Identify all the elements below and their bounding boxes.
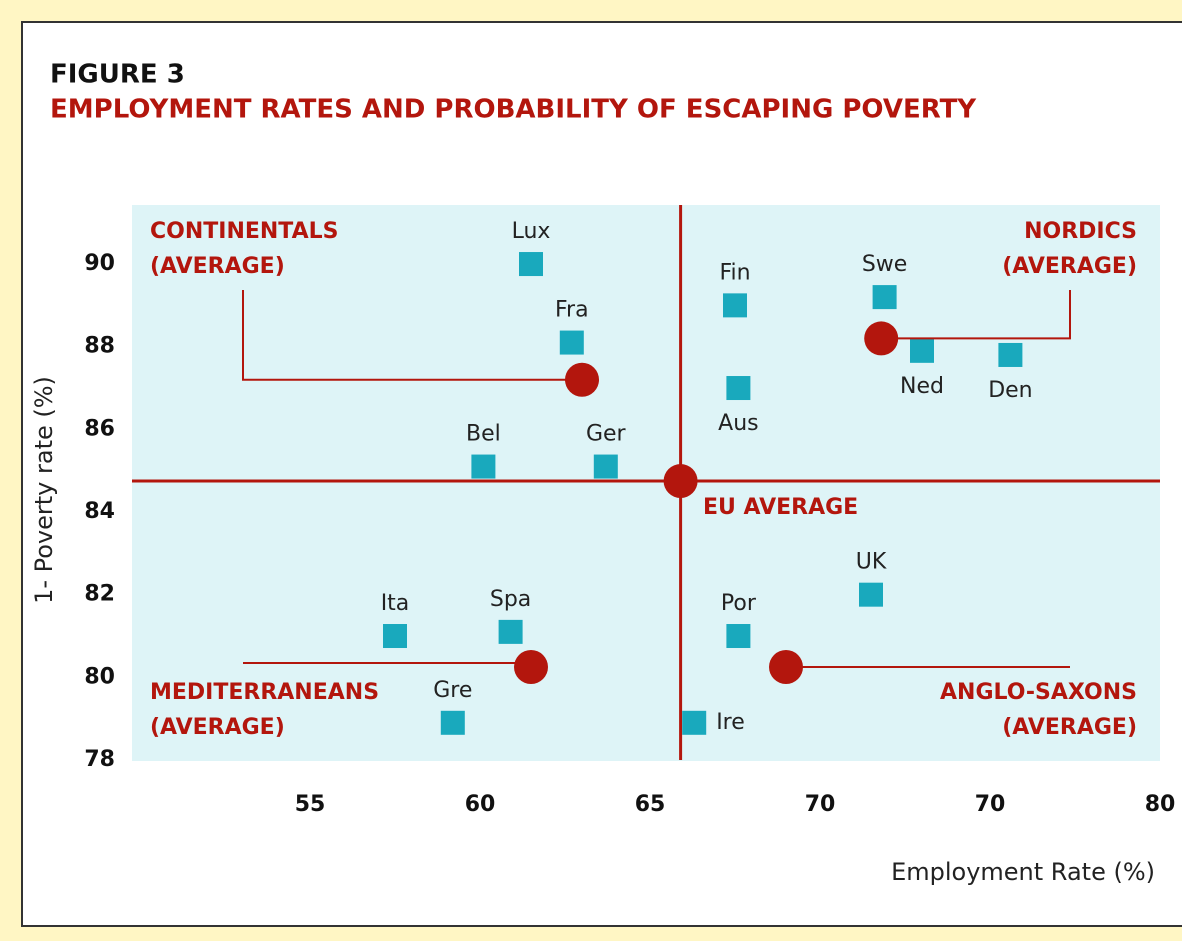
x-tick-label: 80 (1145, 792, 1176, 817)
average-label: (AVERAGE) (1002, 715, 1137, 740)
average-point (514, 650, 548, 685)
plot-area (132, 205, 1160, 761)
data-point (519, 252, 543, 277)
average-point (565, 362, 599, 397)
chart-subtitle: EMPLOYMENT RATES AND PROBABILITY OF ESCA… (50, 95, 977, 125)
y-tick-label: 82 (84, 582, 115, 607)
y-tick-label: 78 (84, 747, 115, 772)
y-axis-label: 1- Poverty rate (%) (30, 376, 58, 604)
data-point (910, 338, 934, 363)
point-label: Gre (433, 678, 472, 703)
data-point (859, 582, 883, 607)
data-point (726, 376, 751, 401)
data-point (559, 330, 584, 355)
point-label: Ita (381, 591, 410, 616)
average-label: ANGLO-SAXONS (940, 680, 1137, 705)
point-label: Spa (490, 587, 531, 612)
point-label: Fin (719, 260, 750, 285)
point-label: Aus (718, 411, 758, 436)
point-label: Lux (512, 219, 551, 244)
data-point (498, 619, 523, 644)
x-tick-label: 70 (805, 792, 836, 817)
point-label: Fra (555, 298, 589, 323)
point-label: Den (988, 378, 1032, 403)
y-tick-label: 84 (84, 499, 115, 524)
point-label: Ned (900, 374, 944, 399)
point-label: Por (721, 591, 757, 616)
point-label: Bel (466, 422, 501, 447)
data-point (383, 624, 407, 649)
y-tick-label: 88 (84, 334, 115, 359)
average-label: (AVERAGE) (150, 715, 285, 740)
x-tick-label: 55 (295, 792, 326, 817)
data-point (998, 342, 1023, 367)
point-label: UK (856, 550, 887, 575)
chart-title: FIGURE 3 (50, 60, 185, 90)
x-tick-label: 60 (465, 792, 496, 817)
data-point (593, 454, 618, 479)
average-label: CONTINENTALS (150, 219, 339, 244)
point-label: Ger (586, 422, 627, 447)
data-point (726, 624, 751, 649)
x-tick-label: 65 (635, 792, 666, 817)
x-tick-label: 70 (975, 792, 1006, 817)
average-point (769, 650, 803, 685)
average-point (864, 321, 899, 356)
average-label: (AVERAGE) (1002, 254, 1137, 279)
leader-line (242, 290, 582, 381)
y-tick-label: 80 (84, 664, 115, 689)
point-label: Ire (716, 710, 745, 735)
data-point (872, 285, 897, 310)
average-label: (AVERAGE) (150, 254, 285, 279)
average-label: NORDICS (1024, 219, 1137, 244)
data-point (471, 454, 496, 479)
y-tick-label: 90 (84, 251, 115, 276)
x-axis-label: Employment Rate (%) (891, 858, 1155, 886)
average-label: MEDITERRANEANS (150, 680, 379, 705)
average-label: EU AVERAGE (703, 495, 858, 520)
average-point (663, 464, 698, 499)
y-tick-label: 86 (84, 416, 115, 441)
leader-line (881, 290, 1071, 340)
data-point (723, 293, 747, 318)
point-label: Swe (862, 252, 908, 277)
data-point (440, 710, 465, 735)
data-point (682, 710, 707, 735)
